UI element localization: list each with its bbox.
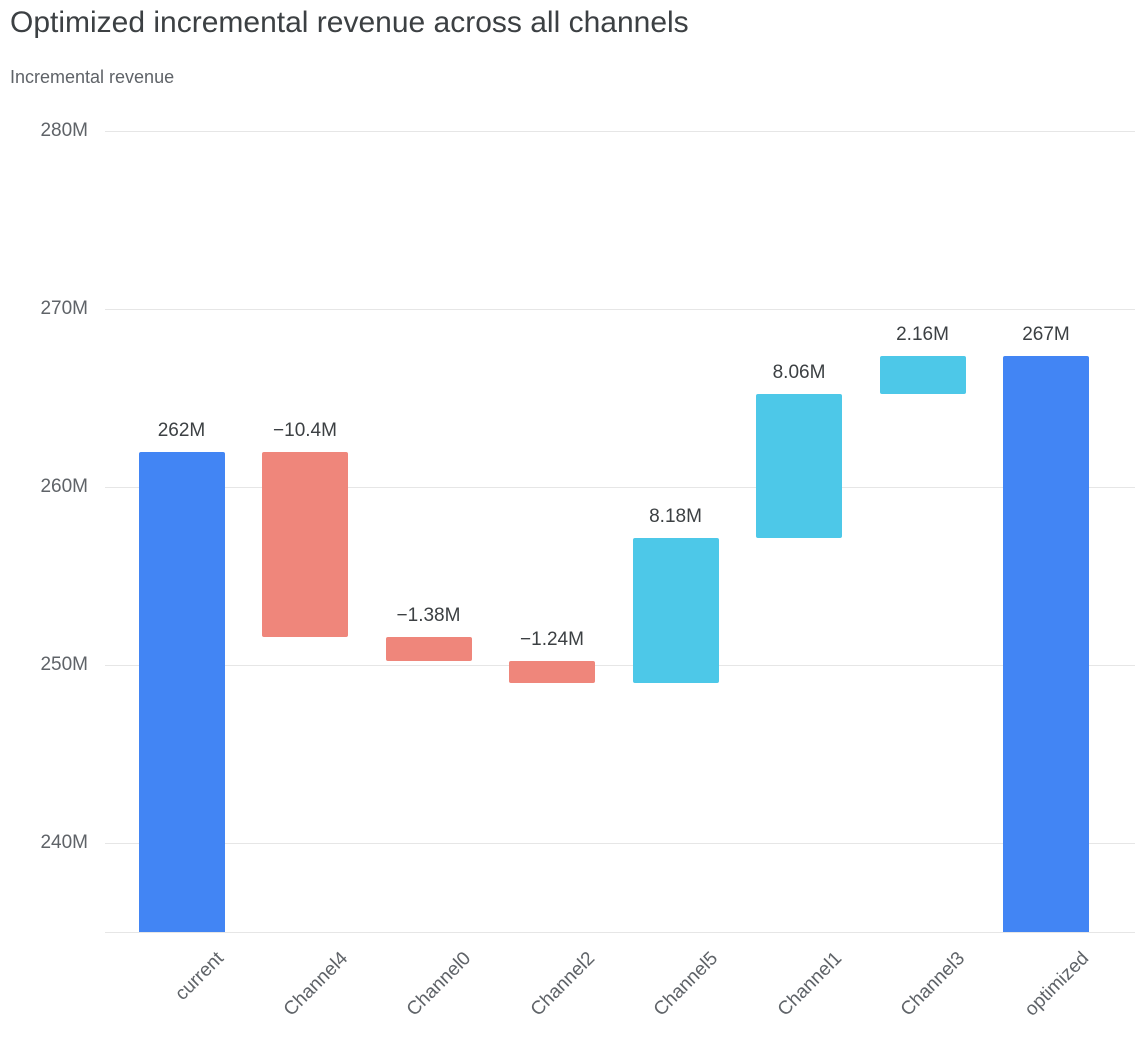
y-tick-label: 270M xyxy=(40,298,88,320)
waterfall-bar-Channel1 xyxy=(756,394,842,538)
gridline xyxy=(105,309,1135,311)
waterfall-bar-Channel2 xyxy=(509,661,595,684)
waterfall-bar-current xyxy=(138,451,225,932)
waterfall-bar-Channel0 xyxy=(385,636,472,662)
x-category-label: Channel5 xyxy=(649,948,723,1021)
waterfall-bar-Channel4 xyxy=(262,451,348,637)
waterfall-bar-Channel3 xyxy=(879,355,966,395)
x-category-label: Channel3 xyxy=(896,948,970,1021)
x-category-label: optimized xyxy=(1020,948,1093,1021)
bar-value-label: 262M xyxy=(157,419,206,441)
x-category-label: Channel1 xyxy=(773,948,846,1021)
gridline xyxy=(105,665,1135,667)
bar-value-label: 8.18M xyxy=(649,505,702,527)
waterfall-bar-optimized xyxy=(1003,355,1089,932)
x-category-label: current xyxy=(171,948,229,1005)
gridline xyxy=(105,843,1135,845)
y-tick-label: 280M xyxy=(40,120,88,142)
bar-value-label: 2.16M xyxy=(896,323,949,345)
y-axis-title: Incremental revenue xyxy=(10,67,175,87)
waterfall-bar-Channel5 xyxy=(632,537,719,684)
bar-value-label: 8.06M xyxy=(772,362,826,384)
gridline xyxy=(105,131,1135,133)
x-category-label: Channel0 xyxy=(402,948,476,1021)
y-tick-label: 260M xyxy=(40,476,88,498)
bar-value-label: −1.24M xyxy=(520,629,584,651)
chart-title: Optimized incremental revenue across all… xyxy=(10,6,689,39)
x-category-label: Channel2 xyxy=(526,948,599,1021)
gridline xyxy=(105,487,1135,489)
y-tick-label: 250M xyxy=(40,654,88,676)
x-category-label: Channel4 xyxy=(279,948,352,1021)
bar-value-label: −10.4M xyxy=(273,419,337,441)
bar-value-label: −1.38M xyxy=(396,604,461,626)
y-tick-label: 240M xyxy=(40,832,88,854)
bar-value-label: 267M xyxy=(1022,323,1070,345)
axis-baseline xyxy=(105,932,1135,933)
